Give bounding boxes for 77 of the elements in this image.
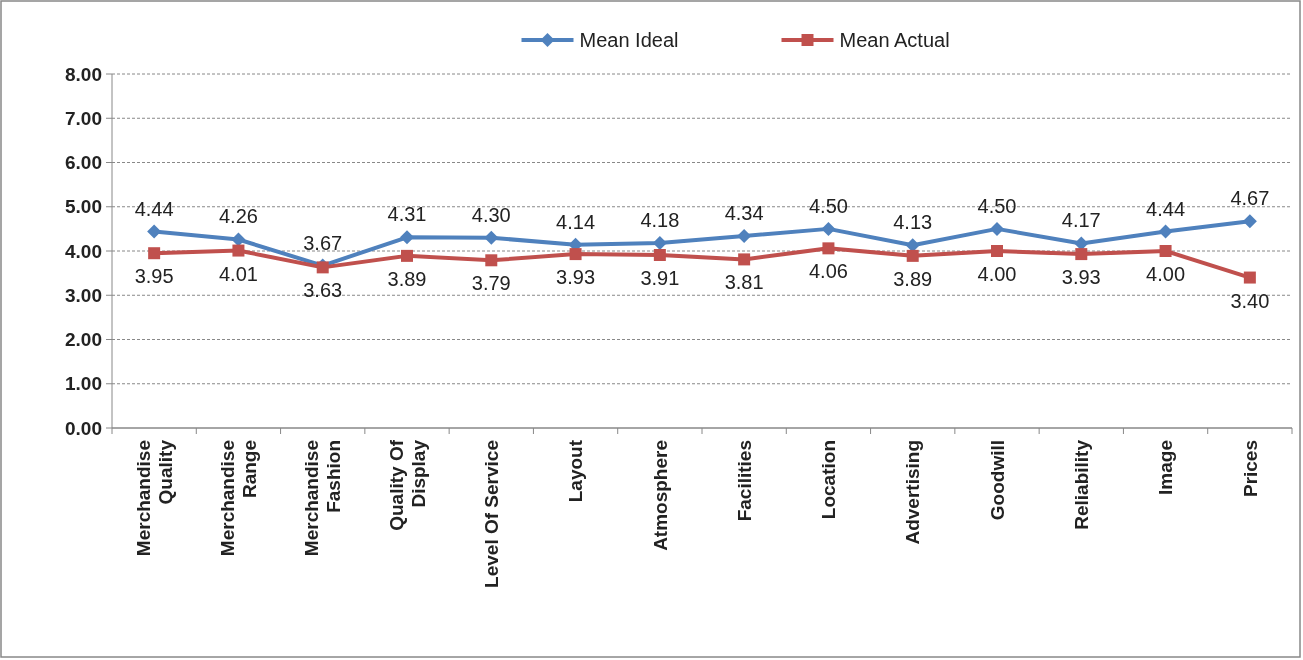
y-tick-label: 6.00 — [65, 152, 102, 174]
point — [231, 232, 246, 247]
point — [147, 224, 162, 239]
y-tick-label: 2.00 — [65, 329, 102, 351]
point — [990, 221, 1004, 236]
data-label: 4.31 — [387, 203, 427, 226]
point — [738, 253, 751, 266]
data-label: 4.50 — [808, 194, 848, 217]
data-label: 3.81 — [724, 271, 764, 294]
point — [484, 230, 499, 245]
data-label: 4.13 — [893, 211, 933, 234]
x-tick-label: Location — [818, 440, 840, 520]
data-label: 4.17 — [1061, 209, 1101, 232]
data-label: 3.89 — [387, 267, 427, 290]
point — [906, 249, 919, 262]
x-tick-label: Merchandise Quality — [132, 439, 176, 557]
x-tick-label: Layout — [565, 439, 587, 503]
point — [1158, 224, 1173, 239]
point — [1243, 271, 1256, 284]
data-label: 4.26 — [218, 205, 258, 228]
data-label: 3.93 — [556, 266, 596, 289]
data-label: 4.01 — [218, 262, 258, 285]
y-tick-label: 1.00 — [65, 373, 102, 395]
point — [1159, 245, 1172, 257]
point — [737, 228, 752, 243]
x-tick-label: Prices — [1239, 440, 1261, 498]
data-label: 4.34 — [724, 201, 764, 224]
x-tick-label: Level Of Service — [480, 440, 502, 588]
data-label: 3.91 — [640, 266, 680, 289]
data-label: 4.30 — [471, 203, 511, 226]
point — [991, 245, 1003, 257]
data-label: 4.50 — [977, 194, 1017, 217]
y-tick-label: 5.00 — [65, 196, 102, 218]
point — [822, 242, 835, 255]
x-tick-label: Reliability — [1070, 439, 1092, 530]
data-label: 3.40 — [1230, 289, 1270, 312]
y-tick-label: 7.00 — [65, 107, 102, 129]
x-tick-label: Merchandise Range — [217, 440, 261, 557]
data-label: 4.00 — [1146, 263, 1186, 285]
y-tick-label: 0.00 — [65, 417, 102, 439]
data-label: 4.44 — [134, 197, 174, 220]
point — [652, 236, 667, 251]
data-label: 3.95 — [134, 265, 174, 288]
data-label: 3.89 — [893, 267, 933, 290]
point — [400, 230, 414, 245]
x-tick-label: Quality Of Display — [385, 439, 429, 531]
data-label: 4.14 — [556, 210, 596, 233]
y-tick-label: 8.00 — [65, 63, 102, 85]
point — [401, 249, 413, 262]
point — [569, 248, 582, 261]
point — [821, 221, 836, 236]
x-tick-label: Facilities — [733, 440, 755, 522]
data-label: 3.79 — [471, 272, 511, 295]
data-label: 4.06 — [808, 260, 848, 283]
x-tick-label: Advertising — [902, 440, 924, 545]
data-label: 3.67 — [303, 231, 343, 254]
legend-label: Mean Ideal — [579, 29, 679, 51]
point — [1075, 248, 1088, 261]
data-label: 3.93 — [1061, 266, 1101, 289]
x-tick-label: Merchandise Fashion — [301, 440, 345, 557]
x-tick-label: Goodwill — [986, 440, 1008, 521]
y-tick-label: 4.00 — [65, 240, 102, 262]
point — [1074, 236, 1089, 251]
data-label: 4.00 — [977, 263, 1017, 285]
y-tick-label: 3.00 — [65, 284, 102, 306]
x-tick-label: Image — [1155, 440, 1177, 495]
point — [148, 247, 161, 260]
point — [1242, 214, 1257, 229]
legend-label: Mean Actual — [839, 29, 950, 51]
data-label: 3.63 — [303, 279, 343, 302]
data-label: 4.44 — [1146, 197, 1186, 220]
point — [485, 254, 498, 267]
point — [653, 248, 666, 261]
data-label: 4.18 — [640, 209, 680, 232]
x-tick-label: Atmosphere — [649, 440, 671, 551]
data-label: 4.67 — [1230, 187, 1270, 210]
point — [232, 244, 245, 257]
